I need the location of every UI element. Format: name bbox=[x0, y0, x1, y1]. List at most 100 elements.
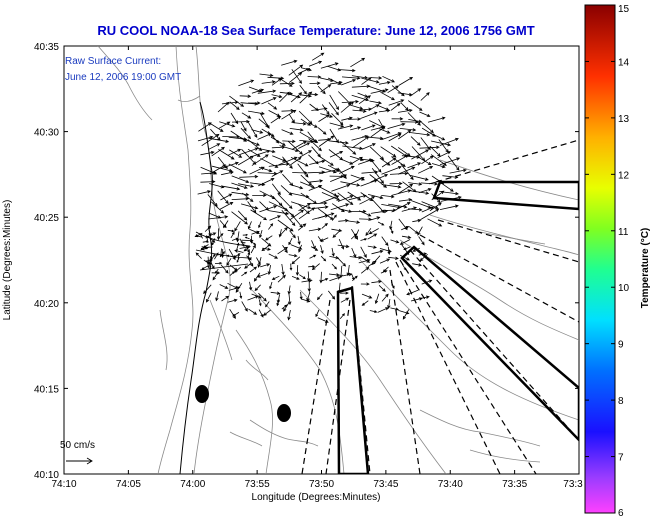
current-vector bbox=[331, 247, 335, 257]
current-vector bbox=[241, 271, 248, 277]
current-vector bbox=[309, 159, 326, 165]
current-vector bbox=[244, 262, 252, 269]
current-vector bbox=[381, 236, 389, 247]
current-vector bbox=[412, 218, 422, 223]
current-vector bbox=[289, 128, 304, 132]
current-vector bbox=[337, 68, 356, 73]
feature-blob-1 bbox=[195, 385, 209, 403]
current-vector bbox=[391, 154, 409, 165]
x-axis-ticks: 74:10 74:05 74:00 73:55 73:50 73:45 73:40 73:35… bbox=[51, 46, 583, 490]
current-vector bbox=[330, 203, 350, 211]
current-vector bbox=[317, 317, 329, 323]
current-vector bbox=[449, 168, 467, 174]
current-vector bbox=[200, 150, 215, 156]
current-vector bbox=[409, 88, 422, 97]
current-vector bbox=[329, 151, 344, 158]
current-vector bbox=[228, 286, 241, 291]
current-vector bbox=[402, 309, 410, 320]
current-vector bbox=[220, 248, 225, 259]
current-vector bbox=[259, 73, 274, 77]
current-vector bbox=[337, 244, 350, 249]
current-vector bbox=[348, 104, 364, 110]
current-vector bbox=[308, 227, 322, 232]
current-vector bbox=[271, 78, 282, 86]
current-vector bbox=[408, 132, 431, 137]
current-vector bbox=[299, 85, 307, 95]
current-vector bbox=[220, 193, 233, 201]
current-vector bbox=[447, 155, 460, 171]
current-vector bbox=[271, 183, 281, 196]
current-vector bbox=[298, 244, 302, 253]
current-vector bbox=[307, 131, 317, 143]
x-tick-label: 73:45 bbox=[373, 479, 398, 490]
current-vector bbox=[206, 292, 212, 303]
current-vector bbox=[371, 280, 382, 284]
current-vector bbox=[311, 263, 320, 271]
current-vector bbox=[228, 163, 247, 174]
colorbar-tick-label: 8 bbox=[618, 396, 624, 407]
current-vector bbox=[298, 207, 316, 220]
current-vector bbox=[308, 122, 318, 128]
current-vector bbox=[308, 138, 322, 152]
current-vector bbox=[388, 99, 405, 106]
current-vector bbox=[211, 146, 225, 157]
current-vector bbox=[310, 246, 319, 251]
current-vector bbox=[365, 228, 372, 237]
current-vector bbox=[328, 102, 339, 116]
current-vector bbox=[300, 298, 311, 303]
current-vector bbox=[418, 252, 428, 256]
current-vector bbox=[340, 181, 361, 187]
current-vector bbox=[278, 156, 298, 166]
current-vector bbox=[330, 174, 348, 182]
current-vector bbox=[330, 80, 343, 85]
current-vector bbox=[367, 245, 377, 249]
scale-arrow bbox=[66, 457, 93, 465]
current-vector bbox=[279, 91, 290, 103]
current-vector bbox=[281, 209, 296, 227]
current-vector bbox=[361, 77, 372, 85]
current-vector bbox=[391, 202, 411, 213]
current-vector bbox=[289, 209, 305, 221]
current-vector bbox=[387, 246, 391, 255]
current-vector bbox=[351, 84, 371, 88]
current-vector bbox=[270, 136, 286, 146]
current-vector bbox=[269, 281, 273, 290]
current-vector bbox=[308, 60, 323, 67]
current-vector bbox=[221, 295, 230, 302]
current-vector bbox=[380, 91, 395, 101]
current-vector bbox=[258, 292, 267, 302]
current-vector bbox=[352, 109, 367, 113]
current-vector bbox=[250, 209, 268, 221]
current-vector bbox=[288, 237, 293, 246]
current-vector bbox=[341, 79, 357, 86]
x-tick-label: 73:55 bbox=[245, 479, 270, 490]
current-vector bbox=[211, 201, 225, 214]
current-vector bbox=[197, 190, 212, 195]
x-tick-label: 74:00 bbox=[180, 479, 205, 490]
current-vector bbox=[412, 247, 420, 252]
current-vector bbox=[331, 263, 338, 270]
current-vector bbox=[391, 281, 395, 290]
current-vector bbox=[407, 112, 421, 126]
coastline bbox=[179, 101, 213, 474]
current-vector bbox=[418, 295, 430, 300]
current-vector bbox=[347, 177, 365, 186]
colorbar-tick-label: 13 bbox=[618, 114, 630, 125]
current-vector bbox=[349, 255, 362, 260]
current-vector bbox=[401, 235, 412, 239]
current-vector bbox=[307, 201, 328, 205]
current-vector bbox=[347, 191, 362, 201]
current-vector bbox=[398, 198, 413, 202]
scale-label: 50 cm/s bbox=[60, 440, 95, 451]
current-vector bbox=[408, 208, 423, 212]
current-vector bbox=[406, 289, 419, 296]
current-vector bbox=[361, 293, 373, 299]
current-vector bbox=[252, 193, 267, 198]
current-vector bbox=[271, 170, 284, 177]
current-vector bbox=[299, 91, 313, 104]
current-vector bbox=[352, 136, 370, 149]
current-vector bbox=[408, 182, 423, 186]
current-vector bbox=[238, 79, 255, 87]
current-vector bbox=[321, 192, 341, 201]
current-vector bbox=[321, 278, 329, 282]
